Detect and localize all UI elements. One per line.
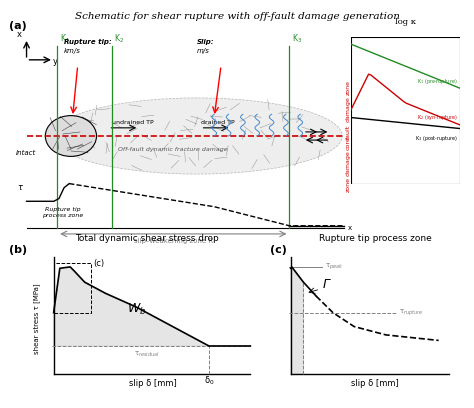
- Circle shape: [46, 115, 97, 156]
- Text: log κ: log κ: [395, 18, 416, 26]
- Text: τ$_{peak}$: τ$_{peak}$: [325, 262, 343, 272]
- Text: Intact: Intact: [16, 150, 36, 156]
- Text: Γ: Γ: [322, 278, 329, 291]
- Text: y: y: [53, 57, 58, 66]
- Polygon shape: [291, 268, 303, 374]
- Text: slip δ [mm]: slip δ [mm]: [129, 379, 177, 388]
- Text: Total dynamic shear stress drop: Total dynamic shear stress drop: [75, 234, 219, 243]
- Text: K$_1$: K$_1$: [60, 32, 70, 45]
- Polygon shape: [54, 267, 250, 346]
- Text: undrained TP: undrained TP: [112, 120, 154, 125]
- Text: x: x: [347, 226, 352, 231]
- Text: km/s: km/s: [64, 49, 81, 54]
- Text: core: core: [346, 136, 351, 150]
- Text: Off-fault dynamic fracture damage: Off-fault dynamic fracture damage: [118, 147, 228, 152]
- Text: (a): (a): [9, 20, 27, 31]
- Ellipse shape: [52, 98, 342, 174]
- Text: Rupture tip:: Rupture tip:: [64, 39, 112, 45]
- Text: slip–weakening zone R: slip–weakening zone R: [134, 238, 213, 244]
- Text: slip δ [mm]: slip δ [mm]: [351, 379, 399, 388]
- Text: zone: zone: [346, 80, 351, 95]
- Text: damage: damage: [346, 150, 351, 176]
- Text: W$_b$: W$_b$: [127, 302, 146, 317]
- Text: fault: fault: [346, 125, 351, 139]
- Text: τ$_{rupture}$: τ$_{rupture}$: [399, 308, 423, 318]
- Text: Rupture tip
process zone: Rupture tip process zone: [42, 207, 83, 217]
- Text: K$_3$: K$_3$: [292, 32, 302, 45]
- Text: K$_2$: K$_2$: [114, 32, 124, 45]
- Text: Rupture tip process zone: Rupture tip process zone: [319, 234, 432, 243]
- Text: K$_3$ (post-rupture): K$_3$ (post-rupture): [415, 133, 458, 142]
- Text: K$_1$ (pre-rupture): K$_1$ (pre-rupture): [418, 77, 458, 86]
- Text: Schematic for shear rupture with off-fault damage generation: Schematic for shear rupture with off-fau…: [74, 12, 400, 21]
- Text: (c): (c): [270, 245, 287, 255]
- Text: τ$_{residual}$: τ$_{residual}$: [134, 350, 160, 359]
- Text: K$_2$ (syn-rupture): K$_2$ (syn-rupture): [417, 113, 458, 122]
- Text: τ: τ: [17, 184, 22, 193]
- Text: (c): (c): [93, 259, 104, 268]
- Text: Slip:: Slip:: [197, 39, 215, 45]
- Text: m/s: m/s: [197, 49, 210, 54]
- Text: damage: damage: [346, 96, 351, 122]
- Text: shear stress τ [MPa]: shear stress τ [MPa]: [34, 283, 40, 354]
- Text: (b): (b): [9, 245, 27, 255]
- Text: drained TP: drained TP: [201, 120, 234, 125]
- Text: x: x: [17, 30, 22, 39]
- Text: zone: zone: [346, 177, 351, 193]
- Text: δ$_0$: δ$_0$: [204, 375, 214, 387]
